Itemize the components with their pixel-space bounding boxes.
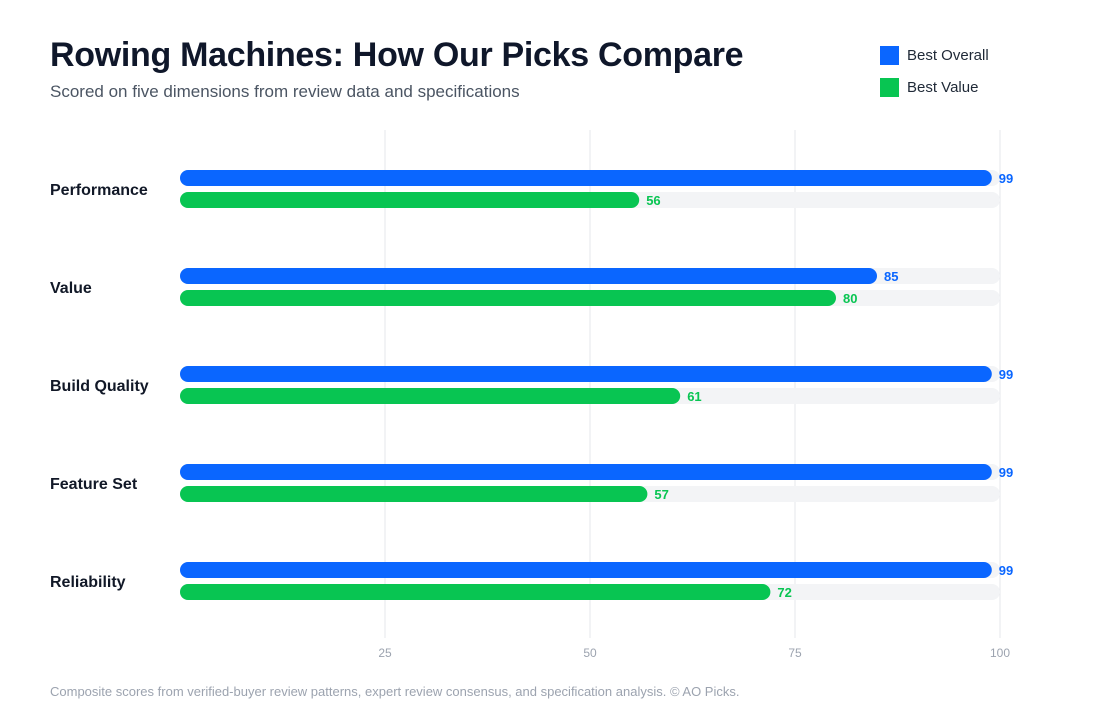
bar-best-value	[180, 584, 771, 600]
x-tick-label: 25	[378, 646, 392, 660]
category-label: Feature Set	[50, 476, 138, 493]
data-label: 99	[999, 465, 1013, 480]
data-label: 61	[687, 389, 701, 404]
legend-label-best-value: Best Value	[907, 78, 979, 96]
data-label: 80	[843, 291, 857, 306]
legend: Best Overall Best Value	[880, 45, 989, 109]
bar-best-overall	[180, 562, 992, 578]
data-label: 99	[999, 367, 1013, 382]
bar-best-overall	[180, 366, 992, 382]
legend-swatch-best-value	[880, 77, 899, 97]
legend-item-best-overall: Best Overall	[880, 45, 989, 65]
x-tick-label: 75	[788, 646, 802, 660]
legend-label-best-overall: Best Overall	[907, 46, 989, 64]
chart-title: Rowing Machines: How Our Picks Compare	[50, 36, 744, 74]
data-label: 57	[654, 487, 668, 502]
bar-best-value	[180, 192, 640, 208]
bar-best-overall	[180, 464, 992, 480]
legend-item-best-value: Best Value	[880, 77, 989, 97]
category-label: Value	[50, 280, 92, 297]
x-tick-label: 50	[583, 646, 597, 660]
x-tick-label: 100	[990, 646, 1010, 660]
bar-best-value	[180, 388, 681, 404]
chart-subtitle: Scored on five dimensions from review da…	[50, 82, 520, 101]
data-label: 72	[777, 585, 791, 600]
category-label: Reliability	[50, 574, 126, 591]
bar-best-value	[180, 290, 836, 306]
footnote: Composite scores from verified-buyer rev…	[50, 684, 740, 699]
bar-best-value	[180, 486, 648, 502]
bar-best-overall	[180, 170, 992, 186]
data-label: 99	[999, 563, 1013, 578]
data-label: 56	[646, 193, 660, 208]
data-label: 99	[999, 171, 1013, 186]
data-label: 85	[884, 269, 898, 284]
bar-best-overall	[180, 268, 877, 284]
category-label: Build Quality	[50, 378, 149, 395]
category-label: Performance	[50, 182, 148, 199]
legend-swatch-best-overall	[880, 45, 899, 65]
